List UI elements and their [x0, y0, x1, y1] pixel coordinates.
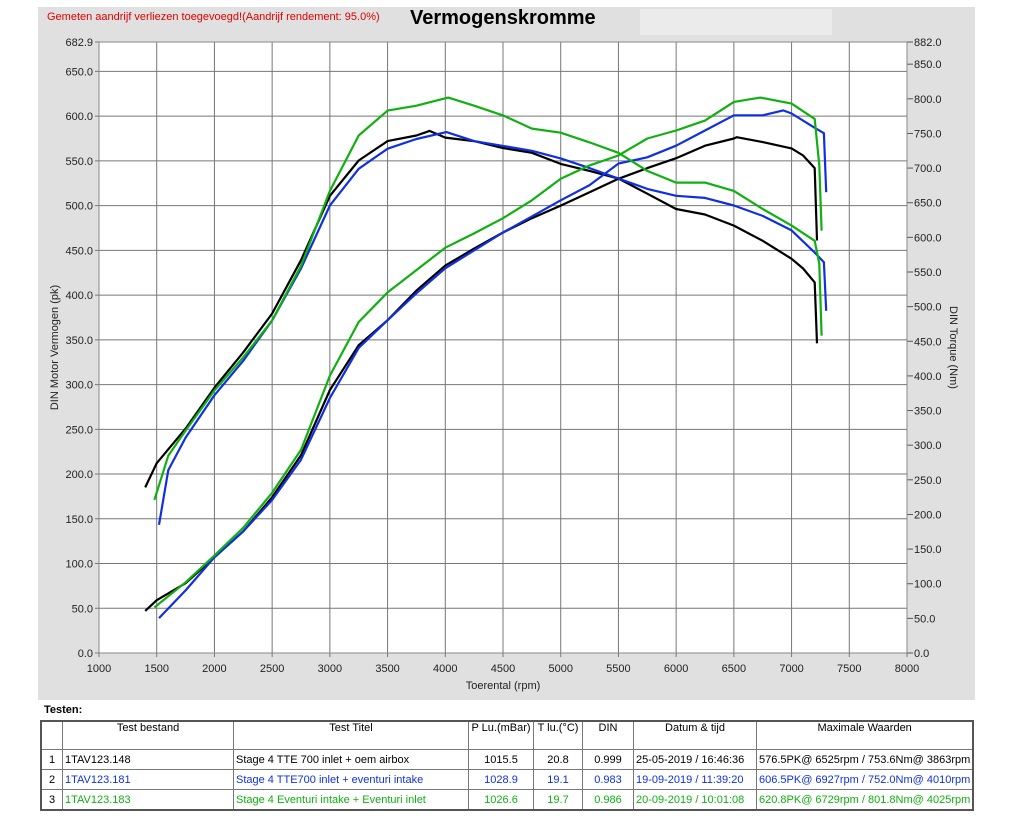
- x-tick-label: 3500: [375, 663, 399, 675]
- title-box: [640, 9, 832, 35]
- air-pressure: 1026.6: [468, 789, 534, 811]
- x-tick-label: 3000: [318, 663, 342, 675]
- y2-tick-label: 150.0: [914, 544, 942, 556]
- torque-curve-test-2: [157, 131, 828, 525]
- row-index: 3: [40, 789, 63, 811]
- x-tick-label: 5500: [606, 663, 630, 675]
- x-tick-label: 1500: [144, 663, 168, 675]
- row-index: 2: [40, 769, 63, 790]
- x-tick-label: 1000: [87, 663, 111, 675]
- x-tick-label: 6500: [722, 663, 746, 675]
- y2-tick-label: 50.0: [914, 613, 935, 625]
- max-values: 620.8PK@ 6729rpm / 801.8Nm@ 4025rpm: [756, 789, 974, 811]
- max-values: 576.5PK@ 6525rpm / 753.6Nm@ 3863rpm: [756, 749, 974, 770]
- y-tick-label: 650.0: [65, 66, 93, 78]
- power-curve-test-3: [153, 96, 823, 609]
- date-time: 25-05-2019 / 16:46:36: [633, 749, 757, 770]
- y2-tick-label: 350.0: [914, 406, 942, 418]
- y2-tick-label: 550.0: [914, 267, 942, 279]
- test-file: 1TAV123.148: [62, 749, 234, 770]
- y2-tick-label: 800.0: [914, 94, 942, 106]
- table-header-row: Test bestand Test Titel P Lu.(mBar) T lu…: [40, 720, 974, 750]
- y2-tick-label: 650.0: [914, 198, 942, 210]
- y2-tick-label: 882.0: [914, 37, 942, 49]
- y-tick-label: 500.0: [65, 201, 93, 213]
- date-time: 19-09-2019 / 11:39:20: [633, 769, 757, 790]
- tests-label: Testen:: [44, 704, 83, 716]
- x-tick-label: 4000: [433, 663, 457, 675]
- chart-title: Vermogenskromme: [410, 7, 596, 29]
- x-tick-label: 6000: [664, 663, 688, 675]
- y-tick-label: 300.0: [65, 380, 93, 392]
- col-test-title: Test Titel: [233, 720, 469, 750]
- y2-axis-label: DIN Torque (Nm): [947, 306, 959, 389]
- y2-tick-label: 600.0: [914, 232, 942, 244]
- max-values: 606.5PK@ 6927rpm / 752.0Nm@ 4010rpm: [756, 769, 974, 790]
- y2-tick-label: 250.0: [914, 475, 942, 487]
- test-title: Stage 4 TTE700 inlet + eventuri intake: [233, 769, 469, 790]
- col-index: [40, 720, 63, 750]
- test-title: Stage 4 Eventuri intake + Eventuri inlet: [233, 789, 469, 811]
- x-tick-label: 4500: [491, 663, 515, 675]
- y-tick-label: 150.0: [65, 514, 93, 526]
- x-axis-label: Toerental (rpm): [466, 680, 541, 692]
- col-datetime: Datum & tijd: [633, 720, 757, 750]
- y-tick-label: 450.0: [65, 245, 93, 257]
- x-tick-label: 2500: [260, 663, 284, 675]
- air-temp: 19.1: [533, 769, 583, 790]
- table-row[interactable]: 1 1TAV123.148 Stage 4 TTE 700 inlet + oem …: [40, 749, 974, 770]
- air-pressure: 1015.5: [468, 749, 534, 770]
- din-factor: 0.983: [582, 769, 634, 790]
- drive-loss-note: Gemeten aandrijf verliezen toegevoegd!(A…: [47, 11, 380, 23]
- y2-tick-label: 850.0: [914, 59, 942, 71]
- y-tick-label: 400.0: [65, 290, 93, 302]
- air-temp: 19.7: [533, 789, 583, 811]
- date-time: 20-09-2019 / 10:01:08: [633, 789, 757, 811]
- y2-tick-label: 0.0: [914, 648, 929, 660]
- y-tick-label: 682.9: [65, 37, 93, 49]
- col-temp: T lu.(°C): [533, 720, 583, 750]
- y-tick-label: 350.0: [65, 335, 93, 347]
- y-tick-label: 550.0: [65, 156, 93, 168]
- y2-tick-label: 500.0: [914, 302, 942, 314]
- test-title: Stage 4 TTE 700 inlet + oem airbox: [233, 749, 469, 770]
- test-file: 1TAV123.183: [62, 789, 234, 811]
- col-din: DIN: [582, 720, 634, 750]
- y2-tick-label: 700.0: [914, 163, 942, 175]
- y-tick-label: 250.0: [65, 424, 93, 436]
- y-tick-label: 600.0: [65, 111, 93, 123]
- air-temp: 20.8: [533, 749, 583, 770]
- x-tick-label: 5000: [548, 663, 572, 675]
- y-tick-label: 100.0: [65, 559, 93, 571]
- x-tick-label: 8000: [895, 663, 919, 675]
- x-tick-label: 7000: [779, 663, 803, 675]
- plot-border: [98, 41, 908, 654]
- y-tick-label: 200.0: [65, 469, 93, 481]
- din-factor: 0.999: [582, 749, 634, 770]
- test-file: 1TAV123.181: [62, 769, 234, 790]
- din-factor: 0.986: [582, 789, 634, 811]
- air-pressure: 1028.9: [468, 769, 534, 790]
- y2-tick-label: 100.0: [914, 579, 942, 591]
- col-pressure: P Lu.(mBar): [468, 720, 534, 750]
- y2-tick-label: 200.0: [914, 509, 942, 521]
- col-max-values: Maximale Waarden: [756, 720, 974, 750]
- col-test-file: Test bestand: [62, 720, 234, 750]
- row-index: 1: [40, 749, 63, 770]
- y2-tick-label: 300.0: [914, 440, 942, 452]
- y-tick-label: 50.0: [72, 603, 93, 615]
- power-curve-test-2: [158, 109, 828, 619]
- y2-tick-label: 450.0: [914, 336, 942, 348]
- table-row[interactable]: 3 1TAV123.183 Stage 4 Eventuri intake + Ev…: [40, 789, 974, 811]
- tests-table: Test bestand Test Titel P Lu.(mBar) T lu…: [40, 720, 975, 811]
- table-row[interactable]: 2 1TAV123.181 Stage 4 TTE700 inlet + event…: [40, 769, 974, 790]
- x-tick-label: 7500: [837, 663, 861, 675]
- y-axis-label: DIN Motor Vermogen (pk): [49, 285, 61, 410]
- dyno-chart: 1000 1500 2000 2500 3000 3500 4000 4500 5000 5500…: [49, 37, 959, 692]
- torque-curve-test-3: [153, 96, 823, 501]
- y2-tick-label: 750.0: [914, 128, 942, 140]
- x-tick-label: 2000: [202, 663, 226, 675]
- y2-tick-label: 400.0: [914, 371, 942, 383]
- y-tick-label: 0.0: [78, 648, 93, 660]
